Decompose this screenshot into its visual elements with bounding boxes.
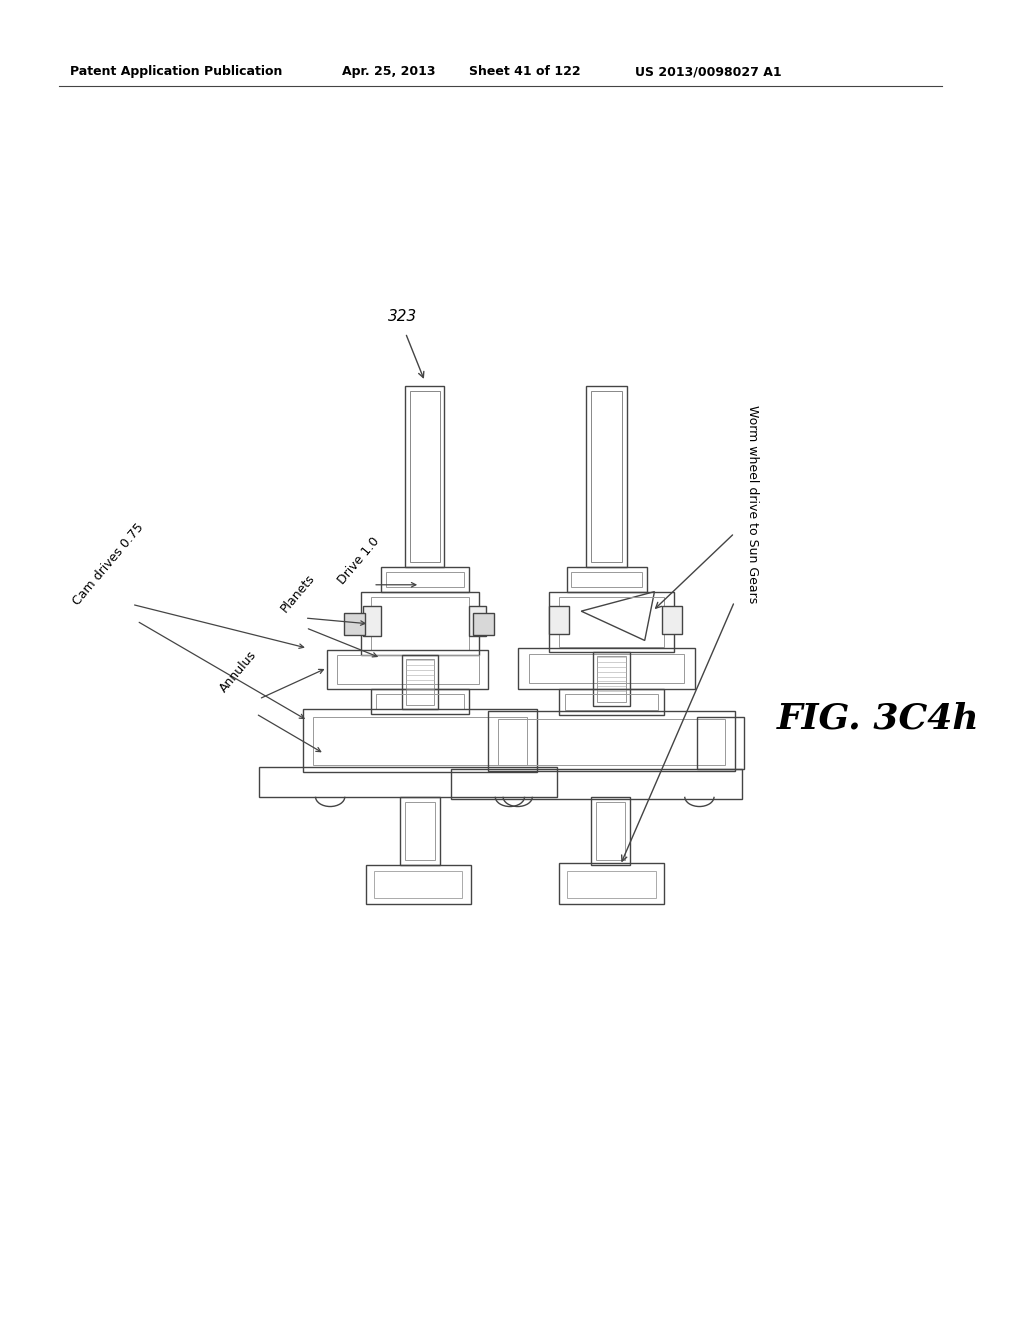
- Text: Patent Application Publication: Patent Application Publication: [71, 66, 283, 78]
- Text: US 2013/0098027 A1: US 2013/0098027 A1: [635, 66, 781, 78]
- Bar: [593, 652, 630, 706]
- Bar: [566, 871, 656, 899]
- Text: Worm wheel drive to Sun Gears: Worm wheel drive to Sun Gears: [745, 405, 759, 603]
- Bar: [559, 689, 665, 714]
- Text: Drive 1.0: Drive 1.0: [335, 535, 382, 586]
- Bar: [407, 659, 434, 705]
- Bar: [473, 612, 495, 635]
- Bar: [406, 387, 444, 568]
- Bar: [386, 572, 464, 586]
- Bar: [381, 568, 469, 591]
- Bar: [411, 391, 439, 562]
- Bar: [400, 797, 439, 865]
- Text: Sheet 41 of 122: Sheet 41 of 122: [469, 66, 581, 78]
- Bar: [663, 606, 682, 634]
- Bar: [591, 797, 630, 865]
- Bar: [596, 801, 626, 861]
- Bar: [337, 655, 478, 685]
- Bar: [549, 606, 568, 634]
- Text: FIG. 3C4h: FIG. 3C4h: [776, 702, 979, 735]
- Bar: [406, 801, 434, 861]
- Bar: [488, 710, 734, 771]
- Bar: [374, 871, 462, 899]
- Text: Apr. 25, 2013: Apr. 25, 2013: [342, 66, 435, 78]
- Bar: [591, 391, 623, 562]
- Bar: [364, 606, 381, 635]
- Text: Planets: Planets: [279, 572, 317, 615]
- Bar: [549, 591, 674, 652]
- Bar: [371, 689, 469, 714]
- Bar: [303, 709, 538, 772]
- Bar: [452, 770, 742, 799]
- Bar: [566, 568, 646, 591]
- Bar: [499, 718, 725, 764]
- Bar: [559, 863, 665, 904]
- Bar: [597, 656, 626, 702]
- Bar: [344, 612, 366, 635]
- Bar: [367, 865, 471, 904]
- Bar: [376, 694, 464, 709]
- Bar: [571, 572, 642, 586]
- Bar: [402, 655, 437, 709]
- Bar: [469, 606, 486, 635]
- Bar: [564, 694, 658, 710]
- Bar: [361, 591, 478, 655]
- Bar: [328, 651, 488, 689]
- Bar: [312, 717, 527, 766]
- Text: Cam drives 0.75: Cam drives 0.75: [71, 520, 146, 607]
- Bar: [586, 387, 627, 568]
- Bar: [259, 767, 557, 797]
- Text: 323: 323: [388, 309, 417, 323]
- Bar: [697, 717, 744, 770]
- Bar: [371, 597, 469, 651]
- Bar: [559, 597, 665, 647]
- Text: Annulus: Annulus: [217, 648, 259, 696]
- Bar: [518, 648, 695, 689]
- Bar: [529, 655, 684, 684]
